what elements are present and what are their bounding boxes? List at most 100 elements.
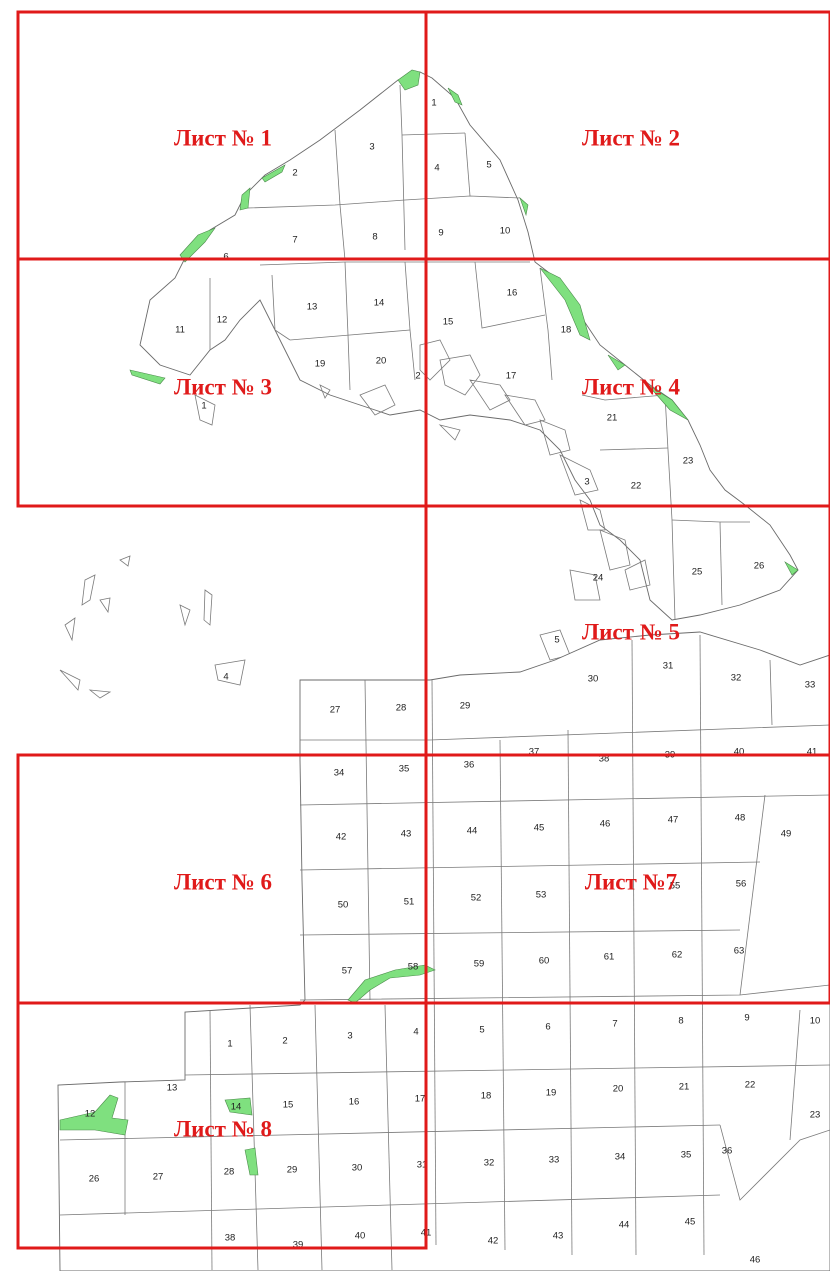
plot-number: 58 [408,962,419,973]
plot-number: 31 [663,661,674,672]
plot-number: 2 [292,168,297,179]
plot-number: 60 [539,956,550,967]
sheet-label-2: Лист № 2 [582,125,680,150]
plot-number: 36 [464,760,475,771]
plot-number: 20 [376,356,387,367]
plot-number: 8 [678,1016,683,1027]
plot-number: 6 [545,1022,550,1033]
plot-number: 22 [631,481,642,492]
plot-number: 15 [283,1100,294,1111]
plot-number: 56 [736,879,747,890]
plot-number: 17 [506,371,517,382]
plot-number: 55 [670,881,681,892]
plot-number: 47 [668,815,679,826]
plot-number: 23 [810,1110,821,1121]
plot-number: 34 [334,768,345,779]
southern-block-outline [57,631,830,1271]
plot-number: 62 [672,950,683,961]
plot-number: 4 [223,672,228,683]
plot-number: 30 [588,674,599,685]
plot-number: 44 [619,1220,630,1231]
plot-number: 4 [413,1027,418,1038]
plot-number: 1 [227,1039,232,1050]
plot-number: 1 [431,98,436,109]
plot-number: 29 [460,701,471,712]
plot-number: 37 [529,747,540,758]
plot-number: 57 [342,966,353,977]
plot-number: 33 [549,1155,560,1166]
plot-number: 42 [488,1236,499,1247]
plot-number: 24 [593,573,604,584]
plot-number: 3 [369,142,374,153]
sheet-8-frame[interactable] [16,1001,428,1250]
plot-number: 32 [484,1158,495,1169]
plot-number: 39 [293,1240,304,1251]
plot-number: 17 [415,1094,426,1105]
plot-number: 15 [443,317,454,328]
plot-number: 40 [355,1231,366,1242]
plot-number: 50 [338,900,349,911]
plot-number: 2 [415,371,420,382]
plot-number: 52 [471,893,482,904]
plot-number: 16 [507,288,518,299]
plot-number: 12 [217,315,228,326]
plot-number: 16 [349,1097,360,1108]
plot-number: 1 [201,401,206,412]
plot-number: 13 [307,302,318,313]
plot-number: 38 [225,1233,236,1244]
sheet-labels: Лист № 1 Лист № 2 Лист № 3 Лист № 4 Лист… [174,125,681,1141]
sheet-label-4: Лист № 4 [582,374,681,399]
plot-number: 21 [679,1082,690,1093]
plot-number: 63 [734,946,745,957]
plot-number: 28 [396,703,407,714]
plot-number: 5 [479,1025,484,1036]
sheet-7-frame[interactable] [424,753,830,1005]
plot-number: 19 [315,359,326,370]
plot-number: 59 [474,959,485,970]
plot-number: 29 [287,1165,298,1176]
sheet-label-8: Лист № 8 [174,1116,272,1141]
plot-number: 18 [481,1091,492,1102]
plot-number: 40 [734,747,745,758]
plot-number: 9 [438,228,443,239]
plot-number: 13 [167,1083,178,1094]
plot-number: 10 [500,226,511,237]
southern-plot-boundaries [59,634,830,1271]
sheet-label-7: Лист №7 [585,869,677,894]
plot-number: 51 [404,897,415,908]
plot-number: 35 [399,764,410,775]
sheet-label-6: Лист № 6 [174,869,272,894]
plot-number: 43 [401,829,412,840]
plot-number: 26 [754,561,765,572]
plot-number: 8 [372,232,377,243]
plot-number: 46 [750,1255,761,1266]
estuary-islands [194,339,651,661]
plot-number: 19 [546,1088,557,1099]
plot-number: 35 [681,1150,692,1161]
plot-number: 3 [584,477,589,488]
plot-number: 28 [224,1167,235,1178]
plot-number: 26 [89,1174,100,1185]
plot-number: 33 [805,680,816,691]
plot-number: 7 [612,1019,617,1030]
western-islands [59,555,246,699]
plot-number: 41 [807,747,818,758]
plot-number: 38 [599,754,610,765]
plot-number: 9 [744,1013,749,1024]
sheet-frames [16,10,830,1250]
northern-block-outline [139,71,799,621]
plot-number: 49 [781,829,792,840]
plot-number: 32 [731,673,742,684]
plot-number: 61 [604,952,615,963]
plot-number: 11 [175,325,185,336]
plot-number: 21 [607,413,618,424]
sheet-label-3: Лист № 3 [174,374,272,399]
plot-number: 6 [223,252,228,263]
plot-number: 27 [330,705,341,716]
plot-number: 46 [600,819,611,830]
plot-number: 5 [486,160,491,171]
plot-number: 36 [722,1146,733,1157]
plot-number: 2 [282,1036,287,1047]
